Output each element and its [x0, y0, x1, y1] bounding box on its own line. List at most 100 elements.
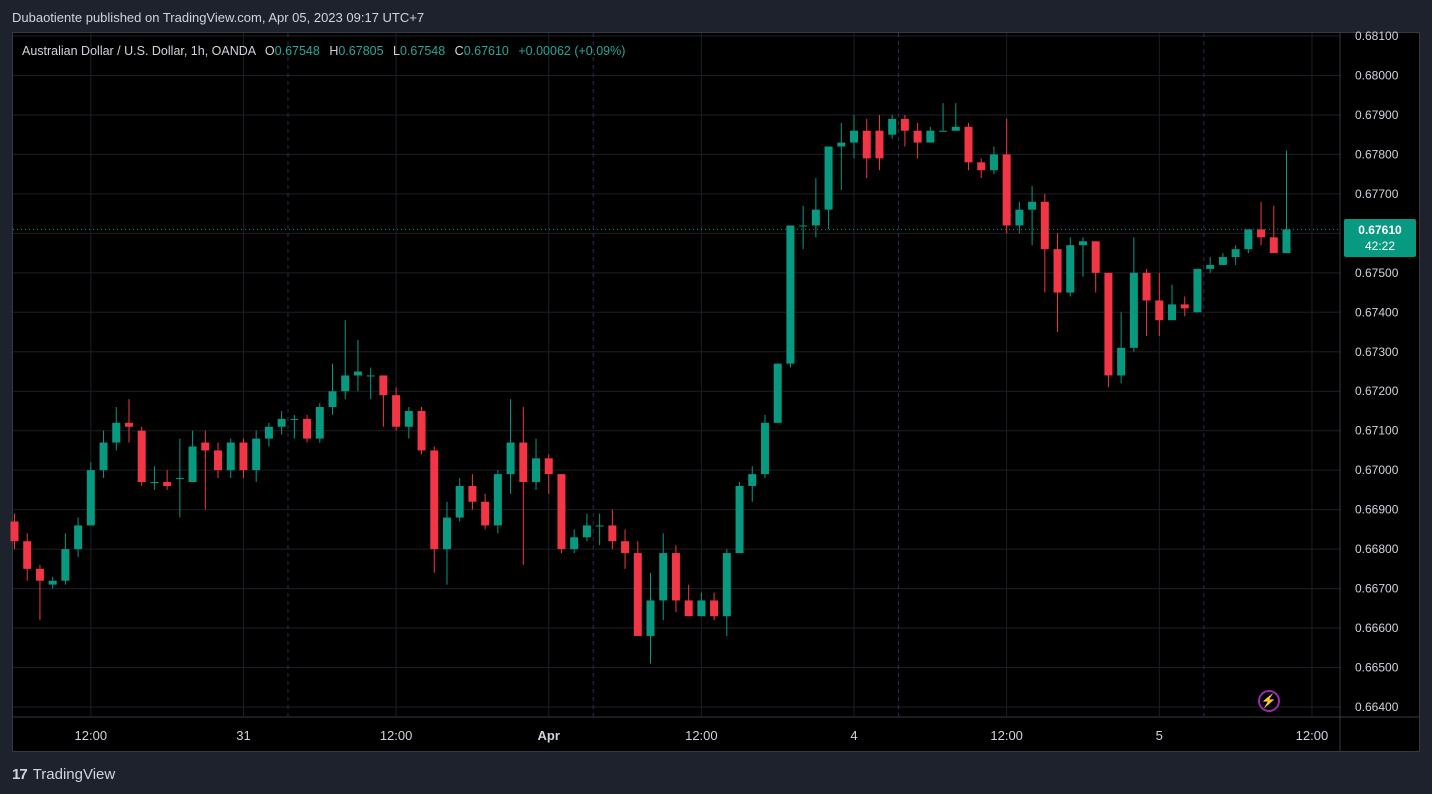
candle-body [850, 130, 859, 143]
candle [124, 399, 133, 443]
tradingview-footer: 17 TradingView [12, 764, 115, 784]
candle [964, 122, 973, 171]
session-separators [287, 33, 1205, 716]
candle-body [824, 146, 833, 210]
candle [608, 509, 617, 550]
candle [303, 414, 312, 443]
candle-body [557, 474, 566, 550]
candle-body [124, 422, 133, 427]
candle-body [875, 130, 884, 159]
candle-body [570, 537, 579, 550]
candle-body [1155, 300, 1164, 321]
candle-body [506, 442, 515, 475]
price-tick-label: 0.67500 [1355, 266, 1399, 280]
candle-body [1231, 249, 1240, 258]
candle-body [493, 474, 502, 526]
candle-body [1142, 272, 1151, 301]
price-tick-label: 0.67900 [1355, 108, 1399, 122]
candle [862, 118, 871, 179]
candle [1078, 237, 1087, 277]
candle-body [315, 407, 324, 439]
candle [379, 375, 388, 427]
candle-body [35, 568, 44, 581]
candle [455, 478, 464, 522]
candle-body [188, 446, 197, 483]
candle-body [1040, 201, 1049, 250]
candle-body [989, 154, 998, 171]
candle-body [888, 118, 897, 135]
candle-body [1053, 249, 1062, 293]
candle-body [1104, 272, 1113, 376]
grid-lines [13, 33, 1340, 716]
candle [1028, 185, 1037, 246]
candle-body [786, 225, 795, 364]
open-label: O [264, 44, 275, 58]
candle [404, 407, 413, 439]
candle-body [964, 126, 973, 163]
candle [1282, 150, 1291, 254]
open-value: 0.67548 [274, 44, 320, 58]
candle [926, 126, 935, 143]
bar-countdown: 42:22 [1364, 239, 1396, 253]
high-value: 0.67805 [338, 44, 384, 58]
candle-body [1180, 304, 1189, 309]
tradingview-logo-icon: 17 [12, 765, 28, 783]
candle-body [404, 410, 413, 427]
candle [722, 549, 731, 636]
candle-body [621, 541, 630, 554]
candle-body [175, 478, 184, 480]
candle-body [760, 422, 769, 475]
candle [1053, 233, 1062, 333]
candle [366, 367, 375, 400]
high-label: H [329, 44, 339, 58]
candle [977, 158, 986, 179]
candle-body [264, 426, 273, 439]
candle-body [328, 391, 337, 408]
candle [23, 533, 32, 581]
symbol-legend: Australian Dollar / U.S. Dollar, 1h, OAN… [22, 44, 625, 58]
candle [875, 114, 884, 171]
candle [570, 529, 579, 554]
candle-body [773, 363, 782, 423]
candle-body [163, 482, 172, 486]
price-tick-label: 0.68000 [1355, 68, 1399, 82]
close-label: C [454, 44, 464, 58]
time-axis: 12:00 31 12:00 Apr 12:00 4 12:00 5 12:00 [13, 716, 1420, 743]
candle [633, 541, 642, 636]
lightning-icon[interactable]: ⚡ [1258, 690, 1280, 712]
candle-body [900, 118, 909, 131]
low-value: 0.67548 [399, 44, 446, 58]
candle-body [10, 521, 19, 542]
candle [86, 462, 95, 526]
candle [671, 545, 680, 613]
candle [290, 414, 299, 439]
candle [175, 438, 184, 518]
candle [493, 470, 502, 534]
candle [417, 407, 426, 455]
candle-body [582, 525, 591, 538]
chart-frame[interactable] [12, 32, 1420, 752]
candle [1155, 272, 1164, 336]
candle-body [1015, 209, 1024, 226]
candle-body [735, 485, 744, 554]
candle [1066, 237, 1075, 297]
candle [442, 501, 451, 585]
candle [532, 438, 541, 490]
candle-body [61, 549, 70, 581]
price-tick-label: 0.66600 [1355, 621, 1399, 635]
candle [748, 466, 757, 502]
candle-body [150, 482, 159, 484]
candle [137, 426, 146, 486]
candle-body [86, 470, 95, 526]
price-tick-label: 0.66500 [1355, 661, 1399, 675]
candle [646, 572, 655, 664]
candle [328, 363, 337, 415]
candle [888, 114, 897, 139]
candle-body [684, 600, 693, 617]
candle [341, 320, 350, 400]
candle [481, 493, 490, 530]
candle [786, 225, 795, 368]
candle-body [1269, 237, 1278, 254]
candle [1168, 284, 1177, 321]
